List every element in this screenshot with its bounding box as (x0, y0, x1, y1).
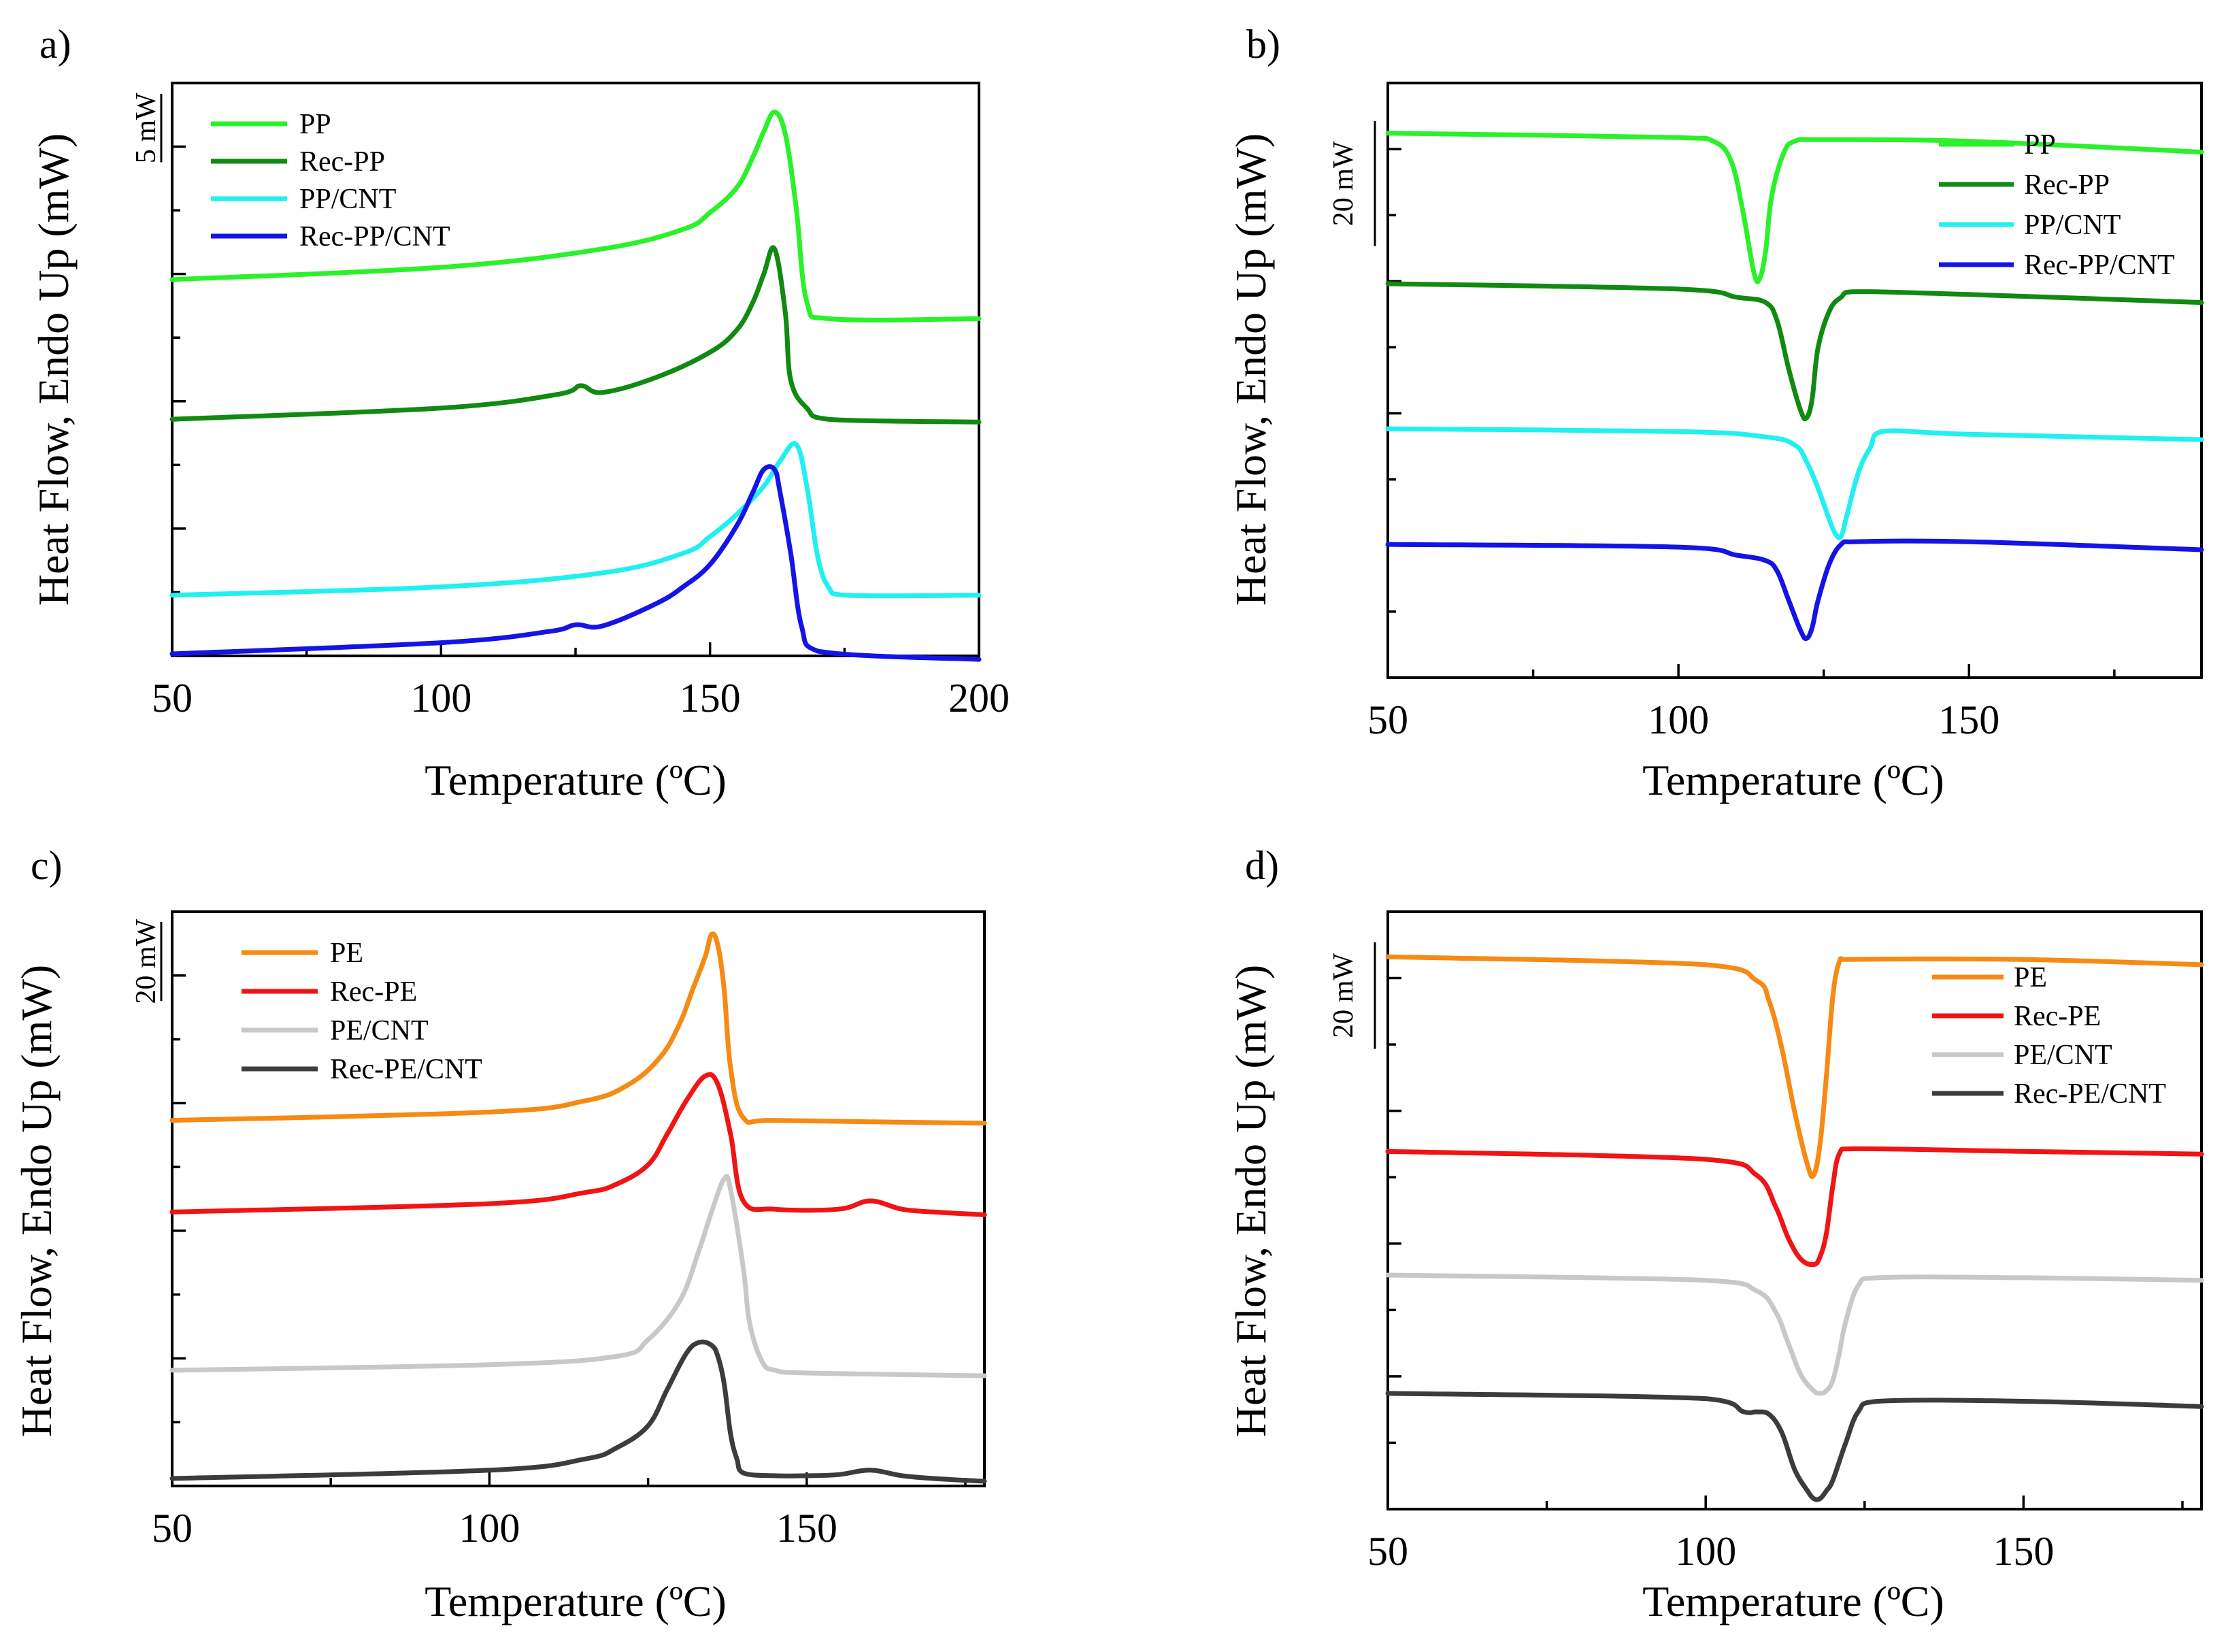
legend-label-pe: PE (2014, 962, 2047, 993)
legend-label-pe-cnt: PE/CNT (330, 1015, 429, 1046)
legend: PE Rec-PE PE/CNT Rec-PE/CNT (242, 938, 482, 1085)
legend-label-pe: PE (330, 938, 363, 969)
plot-frame (1386, 82, 2203, 679)
series-line-pp-cnt (1385, 426, 2204, 540)
x-axis-label: Temperature (ºC) (1642, 1577, 1944, 1625)
legend-label-rec-pe-cnt: Rec-PE/CNT (330, 1054, 482, 1085)
series-line-pp-cnt (169, 441, 982, 599)
x-tick-label: 100 (459, 1506, 520, 1551)
series-line-rec-pp-cnt (1385, 538, 2204, 641)
y-axis-label: Heat Flow, Endo Up (mW) (12, 965, 61, 1437)
chart-panel-c: c) 50 100 150 Temperature (ºC) Heat Flow, End… (12, 843, 987, 1625)
x-tick-label: 100 (410, 676, 471, 721)
y-axis-label: Heat Flow, Endo Up (mW) (29, 133, 78, 606)
scale-bar-label: 20 mW (1328, 953, 1359, 1038)
plot-frame (171, 82, 980, 657)
x-tick-label: 150 (1993, 1529, 2054, 1574)
series-line-rec-pe-cnt (1385, 1391, 2204, 1502)
x-tick-label: 150 (776, 1506, 837, 1551)
series-line-rec-pp-cnt (169, 464, 982, 662)
x-tick-label: 150 (1938, 697, 1999, 742)
chart-panel-d: d) 50 100 150 Temperature (ºC) Heat Flow, End… (1227, 843, 2204, 1625)
series-line-rec-pe (169, 1072, 987, 1217)
panel-label: c) (31, 843, 63, 888)
panel-label: d) (1245, 843, 1279, 888)
legend-label-rec-pe: Rec-PE (2014, 1001, 2101, 1032)
panel-label: b) (1246, 22, 1280, 67)
plot-frame (171, 910, 986, 1487)
plot-frame (1386, 910, 2203, 1510)
x-axis-label: Temperature (ºC) (425, 1577, 727, 1625)
series-line-rec-pp (169, 245, 982, 425)
legend-label-pp: PP (299, 109, 331, 140)
x-tick-label: 50 (1367, 697, 1408, 742)
series-line-rec-pe-cnt (169, 1339, 987, 1484)
series-line-pe (169, 931, 987, 1126)
scale-bar-label: 5 mW (131, 93, 162, 163)
x-tick-label: 50 (1367, 1529, 1408, 1574)
legend-label-rec-pe: Rec-PE (330, 976, 417, 1008)
series-line-rec-pe (1385, 1146, 2204, 1268)
series-line-rec-pp (1385, 281, 2204, 421)
legend-label-pe-cnt: PE/CNT (2014, 1040, 2112, 1071)
series-line-pp (1385, 131, 2204, 284)
legend: PP Rec-PP PP/CNT Rec-PP/CNT (211, 109, 450, 252)
scale-bar-label: 20 mW (131, 919, 162, 1004)
legend-label-rec-pp: Rec-PP (299, 146, 385, 178)
legend: PP Rec-PP PP/CNT Rec-PP/CNT (1939, 129, 2175, 281)
x-tick-label: 100 (1675, 1529, 1736, 1574)
legend-label-pp: PP (2024, 129, 2056, 161)
series-line-pe (1385, 954, 2204, 1179)
legend-label-pp-cnt: PP/CNT (299, 184, 396, 215)
legend: PE Rec-PE PE/CNT Rec-PE/CNT (1932, 962, 2166, 1110)
x-axis-label: Temperature (ºC) (425, 756, 727, 804)
x-tick-label: 50 (152, 676, 193, 721)
legend-label-rec-pp-cnt: Rec-PP/CNT (299, 221, 450, 252)
y-axis-label: Heat Flow, Endo Up (mW) (1227, 965, 1275, 1437)
legend-label-rec-pe-cnt: Rec-PE/CNT (2014, 1078, 2166, 1110)
panel-label: a) (39, 22, 71, 67)
chart-panel-b: b) 50 100 150 Temperature (ºC) Heat Flow, End… (1227, 22, 2204, 804)
chart-panel-a: a) 50 100 150 200 Temperature (ºC) Heat Flow, … (29, 22, 1010, 804)
x-tick-label: 200 (948, 676, 1010, 721)
x-tick-label: 100 (1648, 697, 1709, 742)
x-tick-label: 50 (152, 1506, 193, 1551)
legend-label-rec-pp-cnt: Rec-PP/CNT (2024, 250, 2175, 281)
scale-bar-label: 20 mW (1328, 141, 1359, 226)
legend-label-rec-pp: Rec-PP (2024, 169, 2110, 201)
series-line-pp (169, 110, 982, 323)
y-axis-label: Heat Flow, Endo Up (mW) (1227, 133, 1275, 606)
legend-label-pp-cnt: PP/CNT (2024, 210, 2121, 241)
x-tick-label: 150 (680, 676, 741, 721)
series-line-pe-cnt (1385, 1272, 2204, 1396)
series-line-pe-cnt (169, 1174, 987, 1378)
x-axis-label: Temperature (ºC) (1642, 756, 1944, 804)
